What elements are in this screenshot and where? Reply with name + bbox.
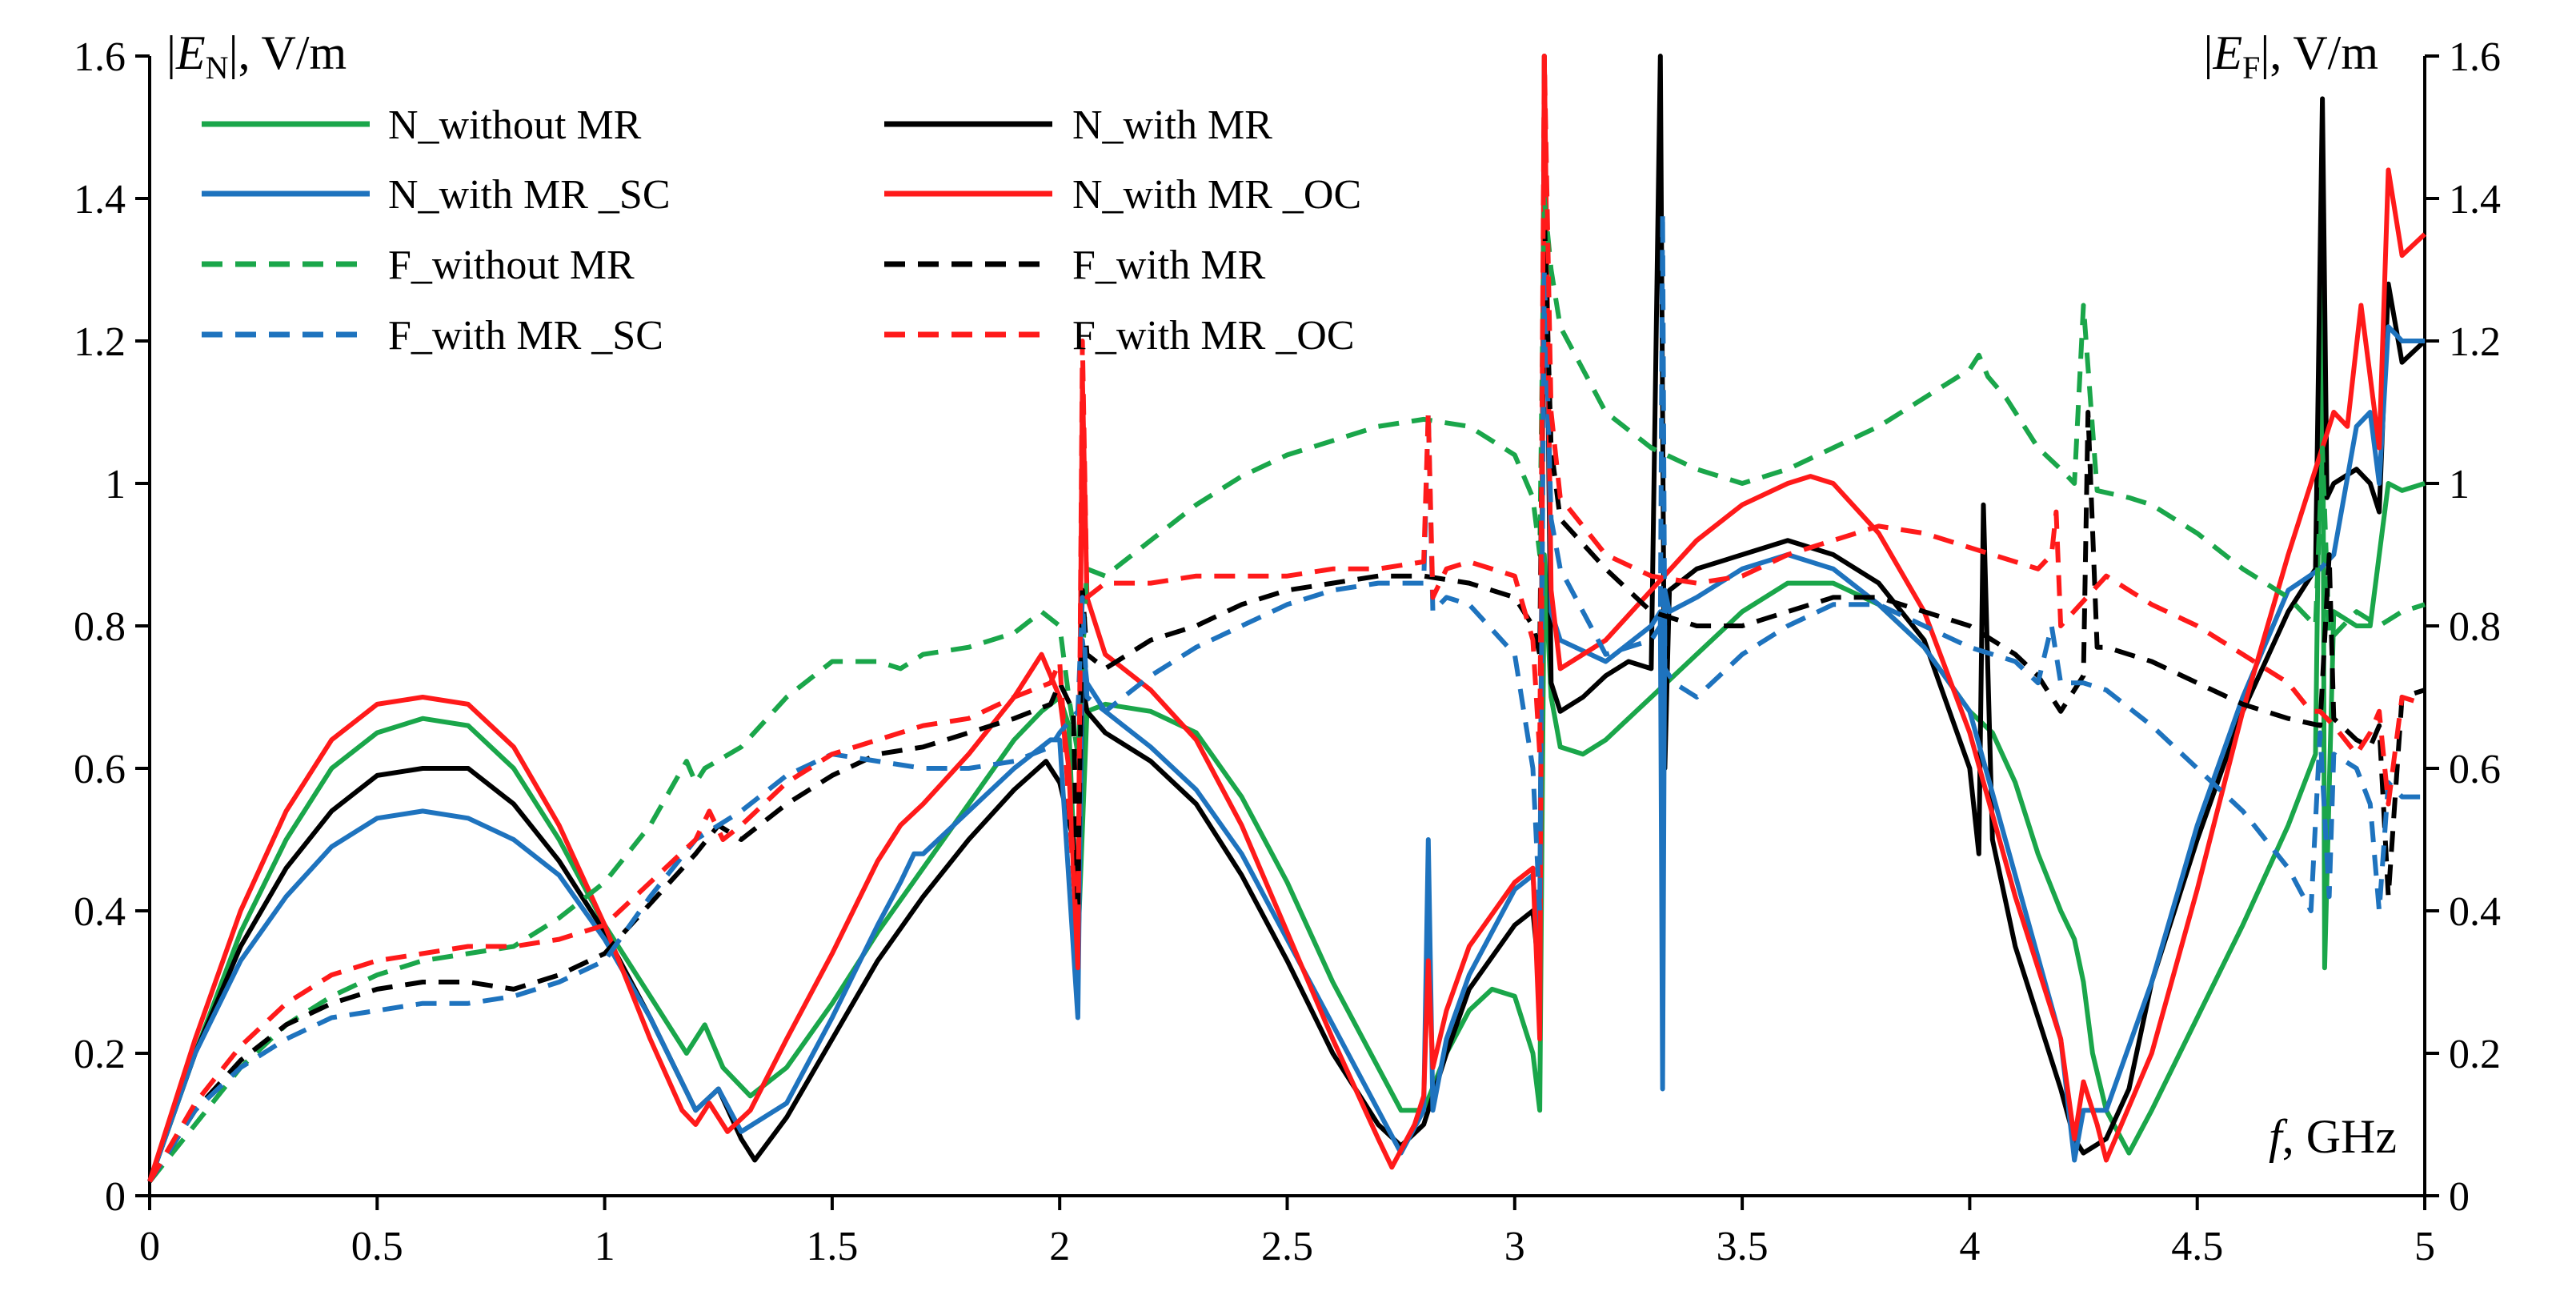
y-left-title-subscript: N xyxy=(206,50,229,86)
y-tick-label-right: 1.6 xyxy=(2449,34,2501,80)
x-tick-label: 0 xyxy=(139,1224,160,1269)
legend-label: N_without MR xyxy=(388,102,642,148)
y-tick-label-left: 1.2 xyxy=(74,319,126,365)
legend-label: N_with MR _OC xyxy=(1072,172,1361,218)
x-tick-label: 3 xyxy=(1504,1224,1525,1269)
y-tick-label-right: 1.4 xyxy=(2449,177,2501,223)
x-tick-label: 1.5 xyxy=(806,1224,858,1269)
y-tick-label-right: 0 xyxy=(2449,1174,2470,1220)
legend-label: F_with MR xyxy=(1072,243,1266,288)
x-tick-label: 0.5 xyxy=(351,1224,403,1269)
tick-labels: 0 00.2 0.20.4 0.40.6 0.60.8 0.81 11.2 1.21.4 1.4… xyxy=(74,34,2501,1269)
x-tick-label: 2 xyxy=(1049,1224,1070,1269)
y-tick-label-left: 0.4 xyxy=(74,889,126,935)
x-tick-label: 2.5 xyxy=(1261,1224,1313,1269)
series-line-n-with-mr-oc xyxy=(147,54,2427,1183)
y-tick-label-right: 0.4 xyxy=(2449,889,2501,935)
series-line-n-without-mr xyxy=(147,210,2426,1183)
legend-label: N_with MR _SC xyxy=(388,172,671,218)
series-line-f-without-mr xyxy=(147,196,2426,1184)
y-tick-label-right: 1.2 xyxy=(2449,319,2501,365)
axes xyxy=(135,54,2439,1210)
y-tick-label-left: 1.6 xyxy=(74,34,126,80)
y-left-title-bar: | xyxy=(166,26,176,79)
y-right-title-unit: |, V/m xyxy=(2260,26,2378,79)
y-tick-label-right: 0.8 xyxy=(2449,604,2501,650)
legend-label: F_with MR _OC xyxy=(1072,313,1355,359)
plot-series xyxy=(147,54,2427,1184)
y-right-title-bar: | xyxy=(2203,26,2213,79)
y-right-title-symbol: E xyxy=(2212,26,2242,79)
y-axis-left-title: |EN|, V/m xyxy=(166,26,347,86)
x-tick-label: 4 xyxy=(1959,1224,1980,1269)
x-title-unit: , GHz xyxy=(2282,1110,2397,1163)
y-tick-label-right: 1 xyxy=(2449,462,2470,507)
y-tick-label-left: 0.6 xyxy=(74,747,126,792)
series-line-f-with-mr xyxy=(147,210,2426,1183)
legend-label: F_with MR _SC xyxy=(388,313,663,359)
series-line-f-with-mr-sc xyxy=(147,210,2425,1183)
x-tick-label: 5 xyxy=(2414,1224,2435,1269)
x-tick-label: 1 xyxy=(595,1224,615,1269)
legend: N_without MR N_with MR N_with MR _SC N_with… xyxy=(202,102,1361,359)
series-line-f-with-mr-oc xyxy=(147,54,2426,1183)
y-tick-label-right: 0.2 xyxy=(2449,1032,2501,1077)
y-tick-label-left: 1.4 xyxy=(74,177,126,223)
x-axis-title: f, GHz xyxy=(2269,1110,2397,1163)
y-left-title-symbol: E xyxy=(175,26,206,79)
x-tick-label: 3.5 xyxy=(1717,1224,1769,1269)
y-tick-label-right: 0.6 xyxy=(2449,747,2501,792)
legend-label: F_without MR xyxy=(388,243,635,288)
y-axis-right-title: |EF|, V/m xyxy=(2203,26,2378,86)
y-tick-label-left: 1 xyxy=(105,462,126,507)
y-right-title-subscript: F xyxy=(2242,50,2260,86)
y-left-title-unit: |, V/m xyxy=(229,26,347,79)
legend-label: N_with MR xyxy=(1072,102,1272,148)
x-tick-label: 4.5 xyxy=(2171,1224,2223,1269)
y-tick-label-left: 0 xyxy=(105,1174,126,1220)
y-tick-label-left: 0.2 xyxy=(74,1032,126,1077)
y-tick-label-left: 0.8 xyxy=(74,604,126,650)
